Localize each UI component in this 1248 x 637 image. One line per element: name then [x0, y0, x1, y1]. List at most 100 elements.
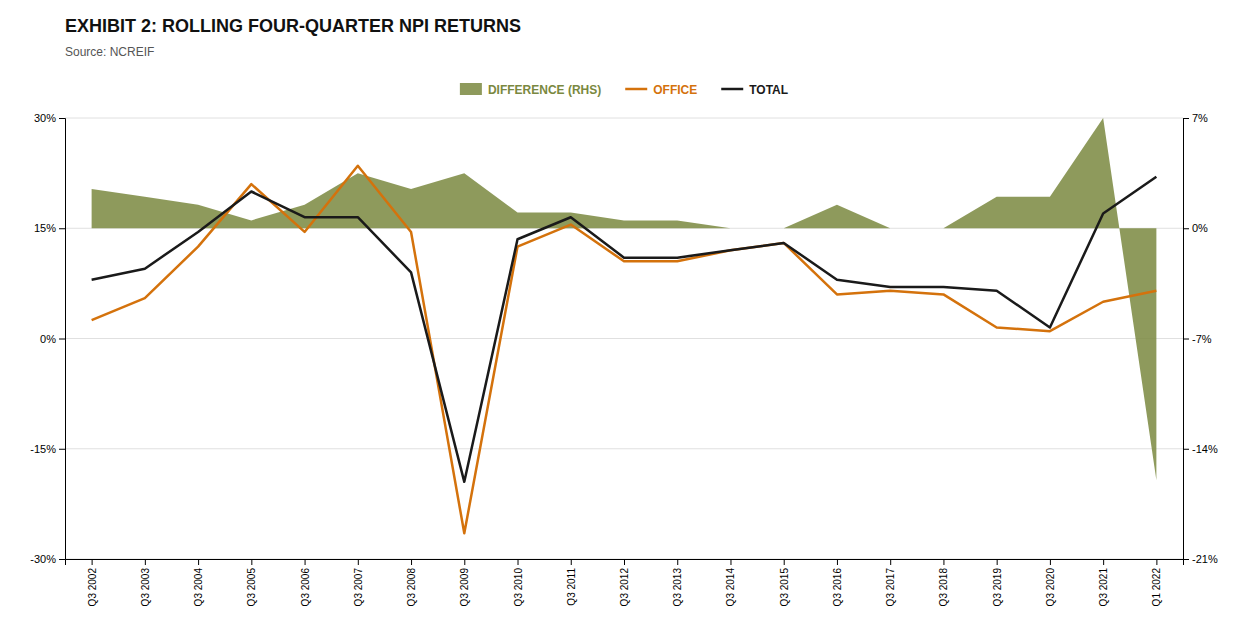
tick-label: Q3 2021: [1098, 568, 1109, 607]
tick-mark: [59, 449, 65, 450]
tick-mark: [677, 559, 678, 565]
legend-label: DIFFERENCE (RHS): [488, 83, 601, 97]
tick: -15%: [30, 443, 65, 455]
tick-mark: [59, 559, 65, 560]
tick-mark: [784, 559, 785, 565]
tick-label: Q3 2004: [193, 568, 204, 607]
tick-label: Q3 2002: [87, 568, 98, 607]
tick-mark: [1183, 449, 1189, 450]
tick-label: Q1 2022: [1151, 568, 1162, 607]
marks: [92, 118, 1157, 533]
subtitle: Source: NCREIF: [65, 45, 154, 59]
legend-label: OFFICE: [653, 83, 697, 97]
tick-mark: [518, 559, 519, 565]
tick: -21%: [1183, 553, 1218, 565]
tick-mark: [890, 559, 891, 565]
tick: Q3 2013: [672, 559, 683, 606]
tick: -30%: [30, 553, 65, 565]
tick: Q3 2019: [992, 559, 1003, 606]
tick-mark: [59, 228, 65, 229]
tick: Q3 2003: [140, 559, 151, 606]
tick: Q3 2006: [300, 559, 311, 606]
tick: Q3 2011: [566, 559, 577, 606]
tick-label: Q3 2006: [300, 568, 311, 607]
plot-area: -30% -15% 0% 15% 30% -21% -14% -7% 0% 7% Q3 2002 Q3…: [30, 112, 1218, 606]
tick: Q3 2016: [832, 559, 843, 606]
tick-mark: [1103, 559, 1104, 565]
tick-mark: [997, 559, 998, 565]
tick: Q3 2015: [779, 559, 790, 606]
tick-mark: [943, 559, 944, 565]
tick: Q3 2004: [193, 559, 204, 606]
legend-label: TOTAL: [749, 83, 788, 97]
tick-mark: [59, 339, 65, 340]
tick-mark: [411, 559, 412, 565]
tick-label: Q3 2020: [1045, 568, 1056, 607]
legend-item: DIFFERENCE (RHS): [460, 83, 601, 97]
tick-label: Q3 2012: [619, 568, 630, 607]
grid-line: [65, 448, 1183, 449]
legend: DIFFERENCE (RHS) OFFICE TOTAL: [460, 83, 788, 97]
tick-label: Q3 2019: [992, 568, 1003, 607]
tick-mark: [1050, 559, 1051, 565]
grid: [65, 118, 1183, 559]
tick: Q3 2021: [1098, 559, 1109, 606]
tick: 30%: [34, 112, 65, 124]
tick-mark: [464, 559, 465, 565]
tick-label: Q3 2015: [779, 568, 790, 607]
tick-mark: [145, 559, 146, 565]
tick: Q3 2005: [246, 559, 257, 606]
line: [92, 166, 1157, 534]
tick-label: Q3 2003: [140, 568, 151, 607]
tick: 7%: [1183, 112, 1208, 124]
tick-mark: [92, 559, 93, 565]
axis-line: [66, 560, 1184, 566]
title: EXHIBIT 2: ROLLING FOUR-QUARTER NPI RETU…: [65, 16, 521, 36]
tick: Q1 2022: [1151, 559, 1162, 606]
tick: Q3 2020: [1045, 559, 1056, 606]
tick-label: 30%: [34, 112, 56, 124]
tick-label: -30%: [30, 553, 56, 565]
tick: Q3 2017: [885, 559, 896, 606]
tick-mark: [624, 559, 625, 565]
tick-label: -15%: [30, 443, 56, 455]
tick-label: 0%: [40, 333, 56, 345]
tick-mark: [837, 559, 838, 565]
tick: Q3 2007: [353, 559, 364, 606]
tick: 0%: [40, 333, 65, 345]
tick-label: Q3 2016: [832, 568, 843, 607]
tick: -7%: [1183, 333, 1212, 345]
tick-mark: [251, 559, 252, 565]
tick-mark: [1183, 118, 1189, 119]
tick-mark: [1183, 339, 1189, 340]
y2-axis: -21% -14% -7% 0% 7%: [1183, 112, 1218, 565]
tick: Q3 2002: [87, 559, 98, 606]
tick-label: -21%: [1192, 553, 1218, 565]
tick-label: Q3 2017: [885, 568, 896, 607]
legend-swatch: [721, 88, 743, 91]
tick-mark: [305, 559, 306, 565]
tick-label: -14%: [1192, 443, 1218, 455]
tick: 0%: [1183, 222, 1208, 234]
axis-line: [1184, 119, 1190, 560]
tick: Q3 2018: [938, 559, 949, 606]
legend-swatch: [460, 83, 482, 95]
tick: Q3 2014: [725, 559, 736, 606]
tick-mark: [358, 559, 359, 565]
tick: Q3 2008: [406, 559, 417, 606]
tick: Q3 2012: [619, 559, 630, 606]
tick-mark: [730, 559, 731, 565]
grid-line: [65, 118, 1183, 119]
legend-item: TOTAL: [721, 83, 788, 97]
tick-label: Q3 2007: [353, 568, 364, 607]
tick-label: Q3 2013: [672, 568, 683, 607]
grid-line: [65, 338, 1183, 339]
tick-label: Q3 2018: [938, 568, 949, 607]
axis-line: [59, 119, 66, 560]
tick-label: Q3 2008: [406, 568, 417, 607]
tick-label: Q3 2010: [513, 568, 524, 607]
tick-mark: [59, 118, 65, 119]
tick-label: 15%: [34, 222, 56, 234]
legend-item: OFFICE: [625, 83, 697, 97]
area: [92, 118, 1157, 480]
